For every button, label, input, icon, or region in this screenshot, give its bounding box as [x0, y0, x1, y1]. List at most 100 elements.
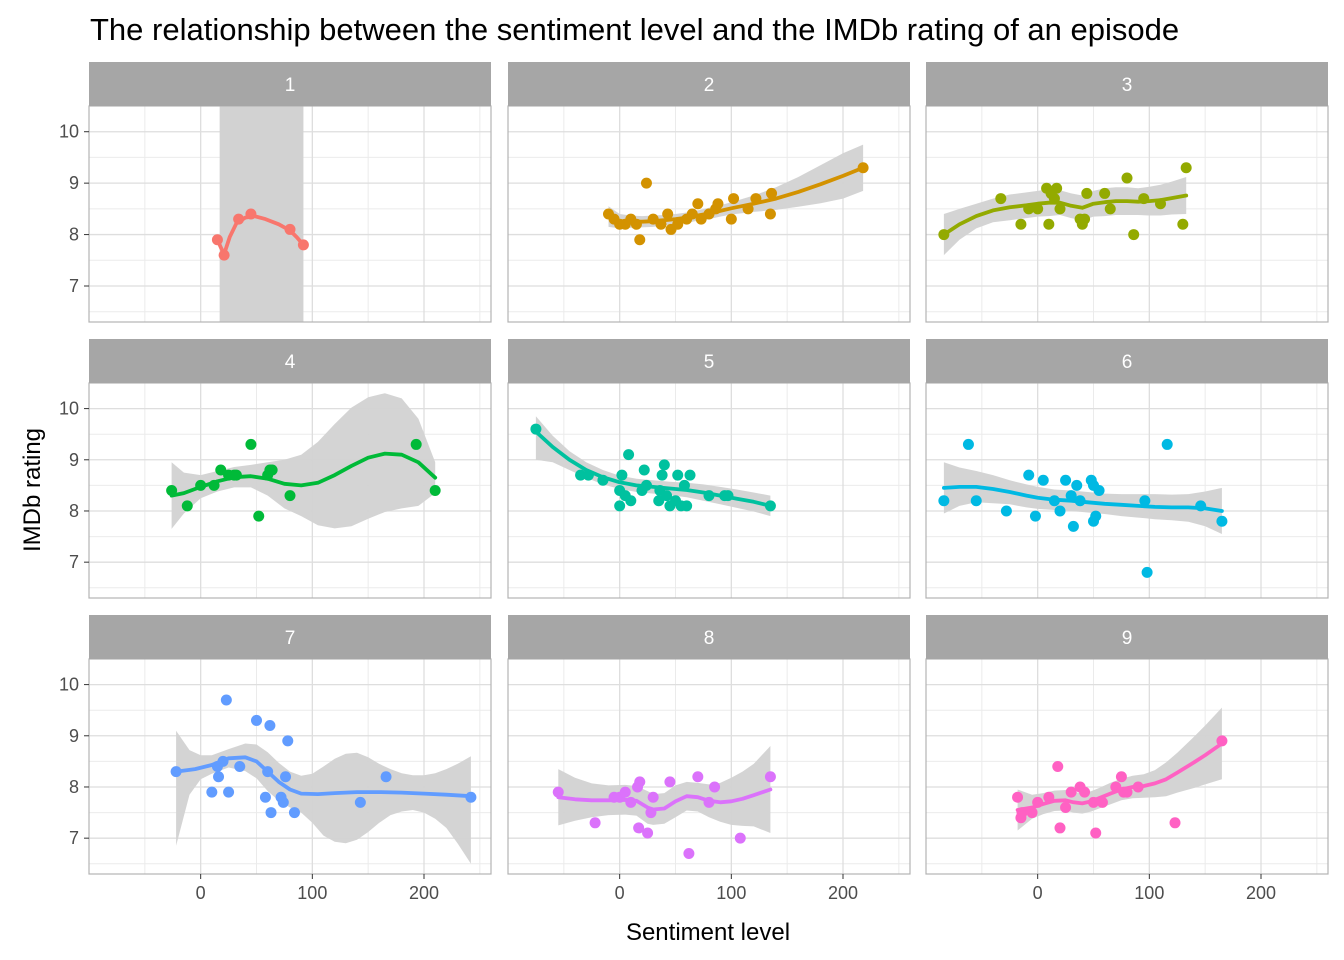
data-point — [1128, 229, 1140, 241]
data-point — [1067, 520, 1079, 532]
data-point — [664, 776, 676, 788]
facet-panel-1: 1 7 8 9 10 — [59, 62, 492, 323]
data-point — [1071, 479, 1083, 491]
data-point — [638, 464, 650, 476]
data-point — [1079, 786, 1091, 798]
y-tick-label: 9 — [69, 726, 79, 746]
data-point — [1121, 172, 1133, 184]
data-point — [1060, 801, 1072, 813]
x-tick-label: 0 — [196, 883, 206, 903]
facet-strip-label: 4 — [285, 352, 296, 373]
data-point — [1065, 786, 1077, 798]
data-point — [251, 714, 262, 726]
confidence-band — [171, 393, 436, 529]
data-point — [647, 791, 659, 803]
y-tick-label: 7 — [69, 276, 79, 296]
data-point — [662, 208, 674, 220]
data-point — [1141, 566, 1153, 578]
data-point — [1032, 203, 1044, 215]
y-tick-label: 10 — [59, 122, 79, 142]
data-point — [1090, 827, 1102, 839]
x-tick-label: 0 — [615, 883, 625, 903]
data-point — [728, 193, 740, 205]
data-point — [1054, 203, 1066, 215]
smooth-line — [606, 165, 865, 224]
panel-background — [508, 659, 910, 874]
data-point — [1169, 817, 1181, 829]
data-point — [410, 438, 422, 450]
data-point — [764, 771, 776, 783]
confidence-band-group — [176, 730, 471, 864]
data-point — [284, 490, 296, 502]
y-tick-label: 8 — [69, 501, 79, 521]
data-point — [1051, 182, 1063, 194]
data-point — [633, 822, 645, 834]
data-point — [1177, 218, 1189, 230]
data-point — [938, 495, 950, 507]
data-point — [672, 218, 684, 230]
data-point — [1029, 510, 1041, 522]
data-point — [215, 464, 227, 476]
facet-panel-5: 5 — [507, 339, 911, 599]
x-tick-label: 100 — [716, 883, 746, 903]
data-point — [552, 786, 564, 798]
data-point — [266, 464, 278, 476]
data-point — [766, 187, 778, 199]
data-point — [658, 459, 670, 471]
confidence-band-group — [219, 106, 304, 322]
facet-strip — [508, 339, 910, 383]
smooth-line — [942, 193, 1189, 237]
data-point — [1043, 218, 1055, 230]
data-point — [692, 771, 704, 783]
data-point — [429, 485, 441, 496]
data-point — [970, 495, 982, 507]
smooth-line — [942, 485, 1224, 513]
data-point — [1099, 187, 1111, 199]
data-point — [712, 198, 724, 210]
data-point — [1161, 438, 1173, 450]
data-point — [623, 449, 635, 461]
facet-strip — [926, 339, 1328, 383]
y-tick-label: 7 — [69, 552, 79, 572]
facet-strip-label: 6 — [1122, 352, 1133, 373]
smooth-line — [556, 787, 773, 812]
data-point — [692, 198, 704, 210]
data-point — [1180, 162, 1192, 174]
facet-strip — [89, 62, 491, 106]
data-point — [264, 720, 276, 732]
facet-strip — [508, 62, 910, 106]
y-tick-label: 8 — [69, 777, 79, 797]
smooth-line — [169, 451, 438, 498]
panel-background — [89, 659, 491, 874]
data-point — [213, 771, 225, 783]
data-point — [1000, 505, 1012, 517]
data-point — [223, 786, 235, 798]
facet-panel-8: 8 0 100 200 — [507, 615, 911, 903]
data-point — [1052, 761, 1064, 772]
chart-title: The relationship between the sentiment l… — [90, 12, 1179, 47]
data-point — [220, 694, 232, 706]
data-point — [1054, 822, 1066, 834]
data-point — [619, 786, 631, 798]
confidence-band-group — [558, 746, 771, 833]
data-point — [1015, 218, 1027, 230]
data-point — [634, 776, 646, 788]
facet-panel-6: 6 — [925, 339, 1329, 599]
data-point — [354, 796, 366, 808]
data-point — [734, 832, 746, 844]
data-point — [683, 848, 695, 860]
facet-panel-4: 4 7 8 9 10 — [59, 339, 492, 599]
confidence-band-group — [171, 393, 436, 529]
facet-strip-label: 7 — [285, 628, 296, 649]
data-point — [1060, 474, 1072, 486]
confidence-band — [219, 106, 304, 322]
x-tick-label: 200 — [1246, 883, 1276, 903]
y-tick-label: 9 — [69, 450, 79, 470]
data-point — [282, 735, 294, 747]
data-point — [288, 807, 300, 819]
facet-strip — [89, 615, 491, 659]
data-point — [672, 469, 684, 481]
data-point — [1079, 213, 1091, 225]
